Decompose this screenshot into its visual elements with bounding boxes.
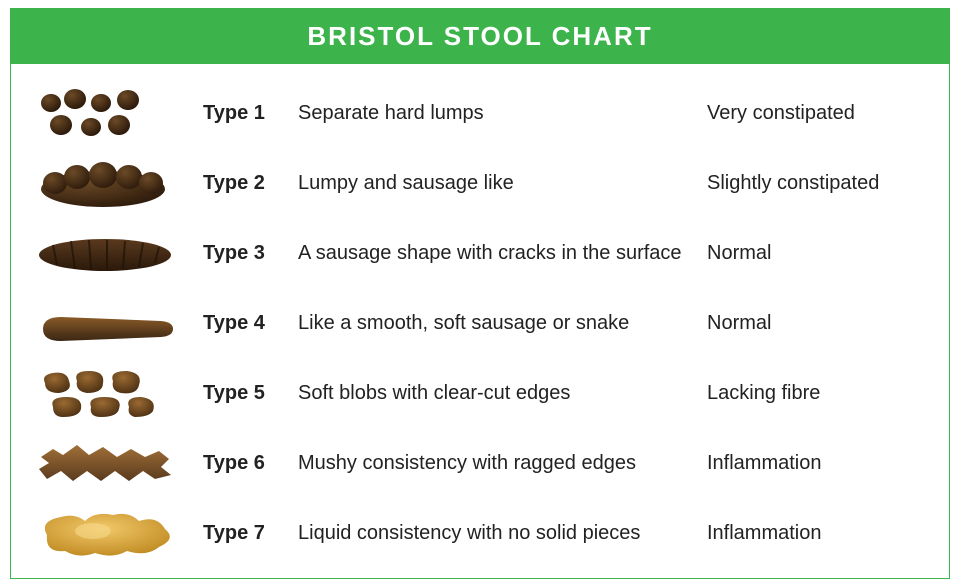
type-status: Inflammation bbox=[707, 522, 927, 545]
type-status: Very constipated bbox=[707, 102, 927, 125]
table-row: Type 4 Like a smooth, soft sausage or sn… bbox=[33, 288, 927, 358]
type-label: Type 1 bbox=[203, 102, 298, 125]
type4-icon bbox=[33, 295, 203, 351]
type-description: Separate hard lumps bbox=[298, 102, 707, 125]
type-label: Type 7 bbox=[203, 522, 298, 545]
type-label: Type 4 bbox=[203, 312, 298, 335]
table-row: Type 7 Liquid consistency with no solid … bbox=[33, 498, 927, 568]
chart-title: BRISTOL STOOL CHART bbox=[11, 9, 949, 64]
type-description: A sausage shape with cracks in the surfa… bbox=[298, 242, 707, 265]
type1-icon bbox=[33, 85, 203, 141]
type-label: Type 6 bbox=[203, 452, 298, 475]
table-row: Type 5 Soft blobs with clear-cut edges L… bbox=[33, 358, 927, 428]
type-status: Normal bbox=[707, 312, 927, 335]
type-description: Liquid consistency with no solid pieces bbox=[298, 522, 707, 545]
bristol-stool-chart: BRISTOL STOOL CHART bbox=[10, 8, 950, 579]
type-label: Type 5 bbox=[203, 382, 298, 405]
type5-icon bbox=[33, 365, 203, 421]
type-description: Soft blobs with clear-cut edges bbox=[298, 382, 707, 405]
table-row: Type 6 Mushy consistency with ragged edg… bbox=[33, 428, 927, 498]
type-status: Slightly constipated bbox=[707, 172, 927, 195]
type-status: Lacking fibre bbox=[707, 382, 927, 405]
type-description: Like a smooth, soft sausage or snake bbox=[298, 312, 707, 335]
table-row: Type 3 A sausage shape with cracks in th… bbox=[33, 218, 927, 288]
type-label: Type 3 bbox=[203, 242, 298, 265]
type2-icon bbox=[33, 155, 203, 211]
type3-icon bbox=[33, 225, 203, 281]
type-description: Lumpy and sausage like bbox=[298, 172, 707, 195]
type-label: Type 2 bbox=[203, 172, 298, 195]
type-status: Normal bbox=[707, 242, 927, 265]
table-row: Type 2 Lumpy and sausage like Slightly c… bbox=[33, 148, 927, 218]
chart-body: Type 1 Separate hard lumps Very constipa… bbox=[11, 64, 949, 578]
type-status: Inflammation bbox=[707, 452, 927, 475]
type7-icon bbox=[33, 505, 203, 561]
table-row: Type 1 Separate hard lumps Very constipa… bbox=[33, 78, 927, 148]
type-description: Mushy consistency with ragged edges bbox=[298, 452, 707, 475]
type6-icon bbox=[33, 435, 203, 491]
